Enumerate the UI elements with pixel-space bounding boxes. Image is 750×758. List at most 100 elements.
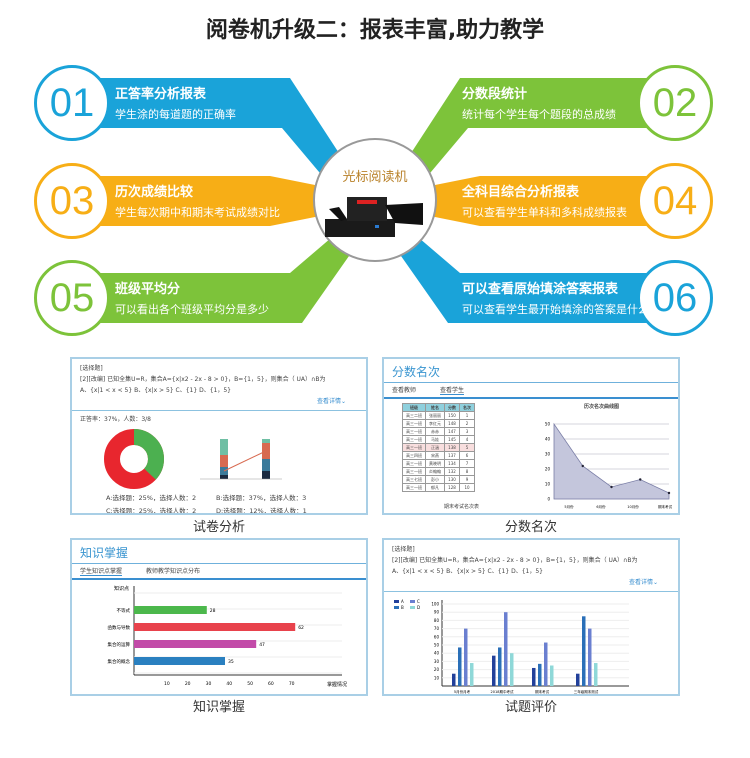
data-point	[667, 491, 671, 495]
feature-title: 全科目综合分析报表	[462, 185, 580, 200]
x-tick-label: 10月份	[627, 504, 639, 509]
y-tick-label: 40	[545, 437, 551, 442]
panel-question-eval: [选择题] [2][改编] 已知全集U=R，集合A={x|x2 - 2x - 8…	[382, 538, 680, 696]
category-label: 集合的概念	[108, 658, 131, 665]
rank-table: 班级 姓名 分数 名次 高三二班 张丽丽 150 1 高三一班 李红元 148 2 高三一班 赤赤 147 3…	[402, 403, 475, 492]
feature-title: 班级平均分	[115, 282, 181, 297]
question-type: [选择题]	[392, 546, 415, 553]
pie-label: 37%	[123, 455, 145, 465]
legend-label: C	[417, 599, 420, 604]
stat-b: B:选择题：37%，选择人数：3	[216, 494, 307, 502]
y-tick-label: 30	[545, 452, 551, 457]
legend-swatch	[394, 606, 399, 609]
table-cell: 2	[459, 419, 475, 428]
category-label: 函数与导数	[108, 624, 131, 631]
feature-04: 全科目综合分析报表 可以查看学生单科和多科成绩报表	[462, 181, 627, 220]
scanner-machine-icon	[325, 197, 423, 237]
feature-desc: 学生每次期中和期末考试成绩对比	[115, 206, 280, 219]
y-tick-label: 90	[434, 610, 440, 615]
category-label: 5月份月考	[454, 689, 471, 694]
data-label: 62	[298, 625, 304, 631]
page-title: 阅卷机升级二：报表丰富,助力教学	[205, 18, 545, 43]
table-cell: 10	[459, 483, 475, 492]
feature-number-05: 05	[34, 260, 110, 336]
y-tick-label: 20	[434, 667, 440, 672]
table-caption: 期末考试名次表	[444, 504, 480, 510]
bar	[550, 665, 554, 686]
bar	[538, 663, 542, 686]
feature-01: 正答率分析报表 学生涂的每道题的正确率	[115, 83, 236, 122]
rank-area-chart: 0 10 20 30 40 50 5月份 6月份 10月份 期末考试	[545, 422, 673, 510]
legend-swatch	[410, 606, 415, 609]
table-row: 高三七班 彭小 130 9	[402, 475, 475, 484]
y-axis-label: 知识点	[114, 585, 129, 592]
stat-a: A:选择题：25%，选择人数：2	[106, 494, 197, 502]
x-tick-label: 5月份	[564, 504, 574, 509]
data-label: 35	[228, 659, 234, 665]
table-cell: 高三一班	[402, 467, 426, 476]
x-tick-label: 50	[247, 681, 253, 687]
feature-03: 历次成绩比较 学生每次期中和期末考试成绩对比	[115, 181, 280, 220]
table-cell: 128	[444, 483, 460, 492]
view-details-link[interactable]: 查看详情⌄	[316, 398, 346, 405]
correct-rate: 正答率：37%，人数：3/8	[80, 416, 151, 423]
table-cell: 高三一班	[402, 443, 426, 452]
view-details-link[interactable]: 查看详情⌄	[628, 579, 658, 586]
table-row: 高三一班 正涵 138 5	[402, 443, 475, 452]
table-cell: 150	[444, 411, 460, 420]
feature-title: 分数段统计	[462, 87, 528, 102]
band-06	[394, 232, 650, 323]
y-tick-label: 10	[434, 675, 440, 680]
y-tick-label: 50	[545, 422, 551, 427]
y-tick-label: 100	[431, 602, 439, 607]
feature-number-06: 06	[637, 260, 713, 336]
category-label: 三年级期末测试	[574, 689, 599, 694]
table-cell: 郁凡	[425, 483, 445, 492]
y-tick-label: 40	[434, 651, 440, 656]
panel-title: 分数名次	[384, 359, 678, 383]
analysis-charts: 37%	[104, 429, 282, 489]
feature-number-04: 04	[637, 163, 713, 239]
legend-label: B	[401, 605, 404, 610]
bar	[452, 673, 456, 686]
pie-correct	[104, 429, 164, 489]
feature-desc: 可以看出各个班级平均分是多少	[115, 303, 269, 316]
caption-knowledge: 知识掌握	[192, 700, 245, 715]
panel-title: 知识掌握	[72, 540, 366, 564]
feature-desc: 统计每个学生每个题段的总成绩	[462, 108, 616, 121]
question-text: [2][改编] 已知全集U=R，集合A={x|x2 - 2x - 8 > 0}，…	[392, 557, 638, 564]
table-cell: 高三二班	[402, 411, 426, 420]
y-tick-label: 10	[545, 482, 551, 487]
table-cell: 137	[444, 451, 460, 460]
x-axis-label: 掌握情况	[327, 681, 347, 688]
feature-title: 正答率分析报表	[115, 87, 207, 102]
bar	[134, 606, 207, 614]
feature-06: 可以查看原始填涂答案报表 可以查看学生最开始填涂的答案是什么	[462, 278, 649, 317]
feature-desc: 可以查看学生最开始填涂的答案是什么	[462, 303, 649, 316]
bar	[504, 612, 508, 686]
tab-student[interactable]: 查看学生	[440, 387, 465, 395]
table-row: 高三一班 郁凡 128 10	[402, 483, 475, 492]
stacked-bars	[200, 439, 282, 480]
y-tick-label: 70	[434, 626, 440, 631]
table-cell: 3	[459, 427, 475, 436]
table-cell: 李红元	[425, 419, 445, 428]
table-row: 高三一班 黄晓明 134 7	[402, 459, 475, 468]
table-cell: 132	[444, 467, 460, 476]
band-05	[100, 232, 356, 323]
table-cell: 9	[459, 475, 475, 484]
bar	[594, 663, 598, 686]
tab-student-knowledge[interactable]: 学生知识点掌握	[80, 568, 123, 576]
y-tick-label: 80	[434, 618, 440, 623]
table-cell: 高三四班	[402, 451, 426, 460]
data-point	[581, 464, 584, 468]
tab-teacher[interactable]: 查看教师	[392, 387, 417, 394]
question-text: [2][改编] 已知全集U=R，集合A={x|x2 - 2x - 8 > 0}，…	[80, 376, 326, 383]
bar	[134, 657, 225, 665]
table-row: 高三一班 炎翰翰 132 8	[402, 467, 475, 476]
scanner-badge: 光标阅读机	[313, 138, 437, 262]
feature-02: 分数段统计 统计每个学生每个题段的总成绩	[462, 83, 616, 122]
band-04	[420, 176, 650, 226]
table-cell: 130	[444, 475, 460, 484]
tab-teacher-distribution[interactable]: 教师教学知识点分布	[146, 568, 201, 575]
